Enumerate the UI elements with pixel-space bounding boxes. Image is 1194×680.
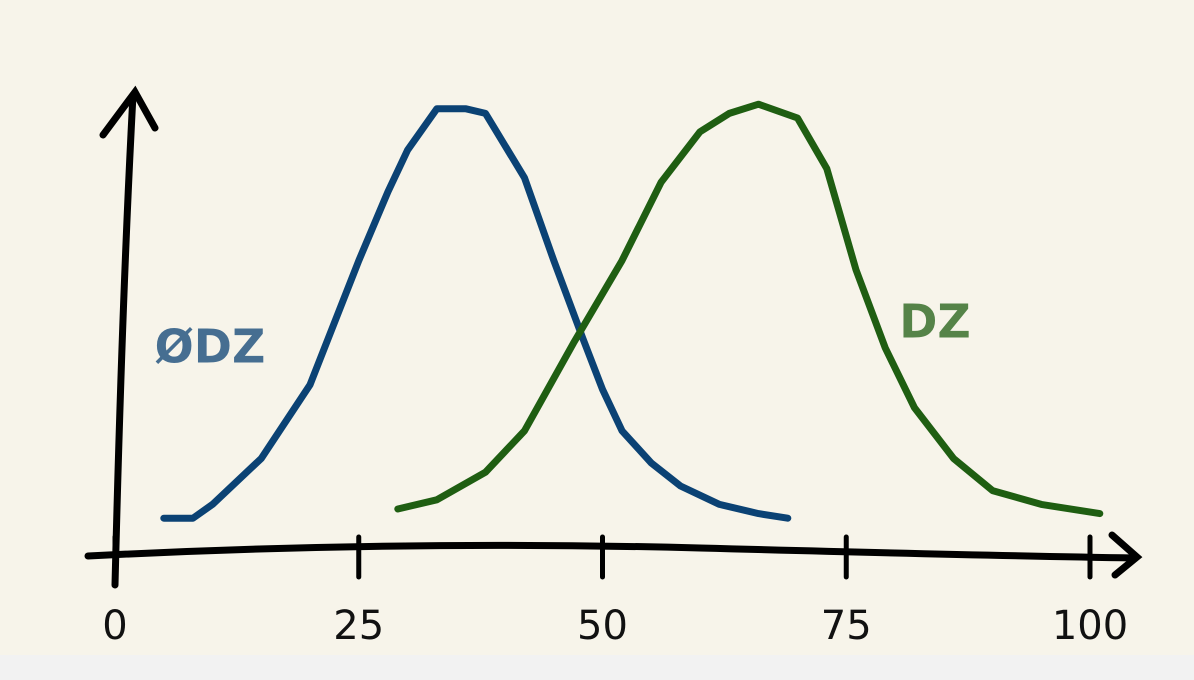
x-tick-label: 50 [577, 603, 628, 649]
page: 0255075100ØDZDZ (() => { const data = JS… [0, 0, 1194, 680]
series-label: DZ [899, 295, 971, 349]
x-tick-label: 75 [821, 603, 872, 649]
x-tick-label: 25 [333, 603, 384, 649]
x-tick-label: 100 [1052, 603, 1128, 649]
bottom-strip [0, 655, 1194, 680]
series-label: ØDZ [155, 320, 266, 374]
chart: 0 25 50 75 100 ØDZ DZ [0, 0, 1194, 680]
x-tick-label: 0 [102, 603, 127, 649]
